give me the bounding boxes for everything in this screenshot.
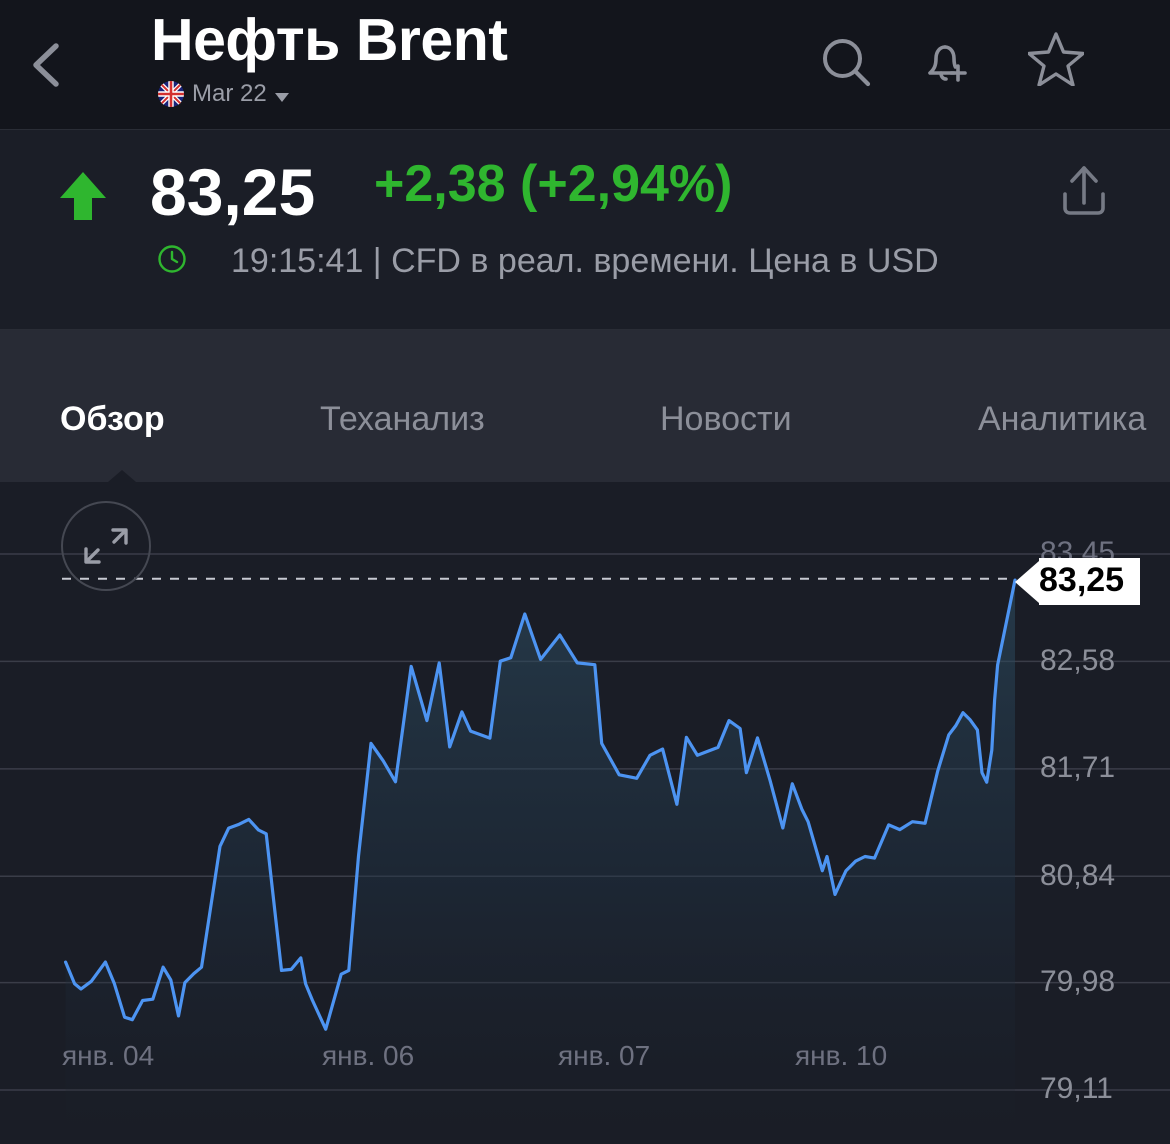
svg-text:81,71: 81,71	[1040, 751, 1115, 784]
svg-text:янв. 06: янв. 06	[322, 1040, 414, 1071]
svg-text:янв. 04: янв. 04	[62, 1040, 154, 1071]
svg-text:янв. 10: янв. 10	[795, 1040, 887, 1071]
svg-text:79,98: 79,98	[1040, 965, 1115, 998]
svg-text:82,58: 82,58	[1040, 644, 1115, 677]
svg-text:79,11: 79,11	[1040, 1072, 1113, 1105]
svg-text:80,84: 80,84	[1040, 859, 1115, 892]
svg-text:янв. 07: янв. 07	[558, 1040, 650, 1071]
